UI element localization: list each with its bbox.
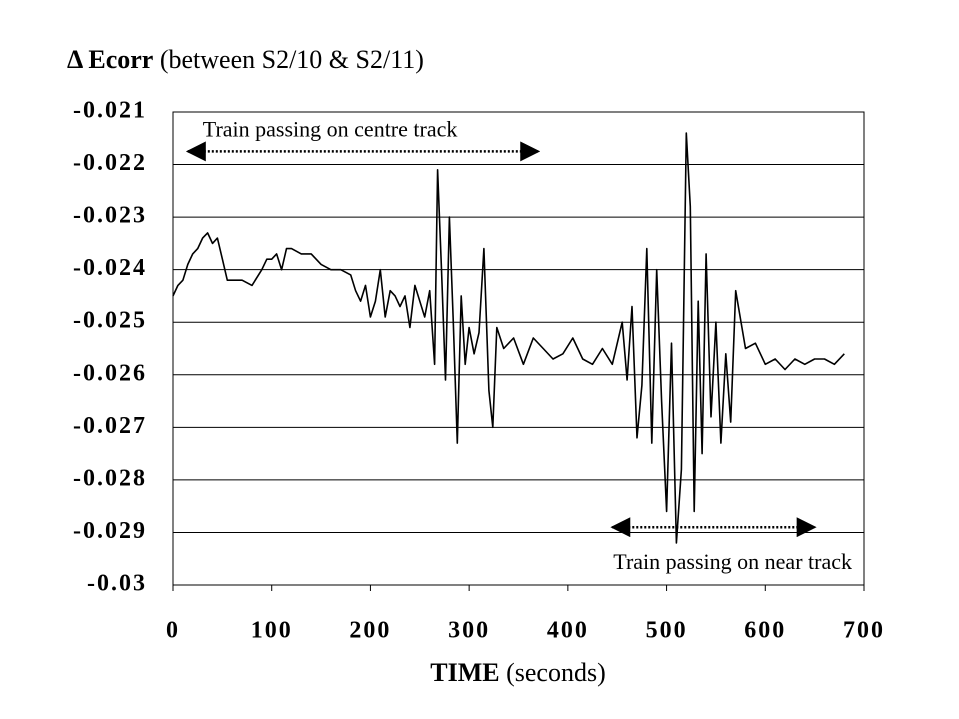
chart-title: Δ Ecorr (between S2/10 & S2/11) xyxy=(67,45,424,74)
annotation-text: Train passing on centre track xyxy=(203,116,458,141)
x-axis-label: TIME (seconds) xyxy=(430,658,605,687)
x-label-note: (seconds) xyxy=(506,658,606,687)
x-tick-label: 400 xyxy=(547,618,589,644)
y-tick-label: -0.023 xyxy=(73,203,147,229)
data-line xyxy=(172,132,845,544)
y-tick-label: -0.029 xyxy=(73,518,147,544)
y-tick-label: -0.027 xyxy=(73,413,147,439)
y-tick-label: -0.024 xyxy=(73,255,147,281)
x-tick-label: 500 xyxy=(646,618,688,644)
x-tick-label: 300 xyxy=(448,618,490,644)
x-tick-label: 0 xyxy=(166,618,180,644)
x-tick-label: 700 xyxy=(843,618,885,644)
y-tick-label: -0.025 xyxy=(73,308,147,334)
title-note: (between S2/10 & S2/11) xyxy=(160,45,424,74)
y-tick-label: -0.028 xyxy=(73,465,147,491)
x-tick-label: 100 xyxy=(251,618,293,644)
plot-border xyxy=(172,111,865,586)
y-tick-label: -0.021 xyxy=(73,98,147,124)
x-tick-label: 600 xyxy=(744,618,786,644)
y-tick-label: -0.022 xyxy=(73,150,147,176)
x-label-main: TIME xyxy=(430,658,499,687)
x-tick-label: 200 xyxy=(349,618,391,644)
annotation-text: Train passing on near track xyxy=(613,549,852,574)
y-tick-label: -0.03 xyxy=(87,571,147,597)
title-main: Δ Ecorr xyxy=(67,45,153,74)
y-tick-label: -0.026 xyxy=(73,360,147,386)
